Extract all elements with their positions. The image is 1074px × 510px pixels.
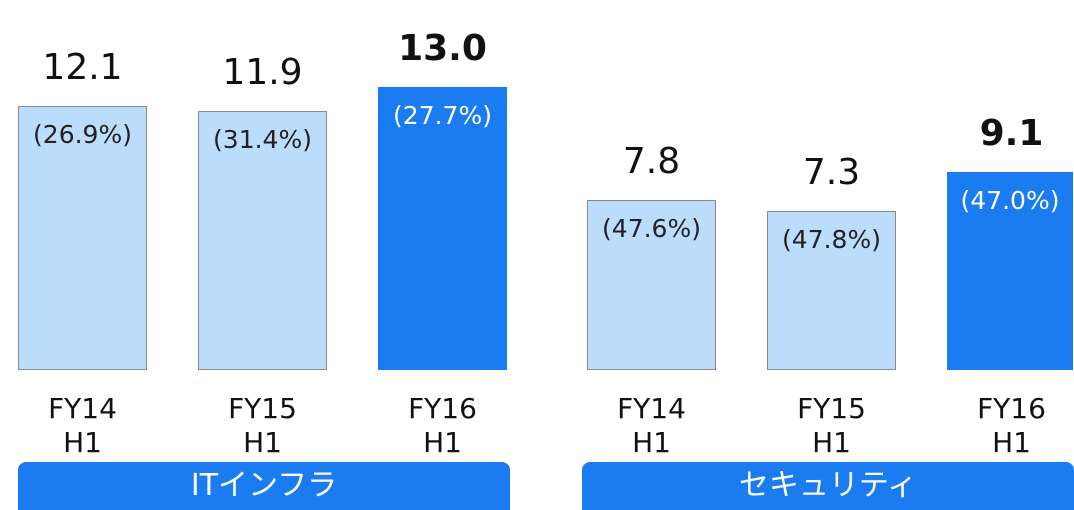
share-label: (26.9%) xyxy=(33,120,132,150)
value-label: 13.0 xyxy=(398,27,487,69)
bar xyxy=(378,86,507,370)
category-label: FY14 H1 xyxy=(617,392,686,459)
bar xyxy=(587,199,716,370)
bar xyxy=(767,210,896,370)
share-label: (31.4%) xyxy=(213,124,312,154)
bar xyxy=(198,110,327,370)
value-label: 7.8 xyxy=(622,140,681,182)
category-label: FY15 H1 xyxy=(797,392,866,459)
category-label: FY14 H1 xyxy=(48,392,117,459)
category-label: FY15 H1 xyxy=(228,392,297,459)
share-label: (47.8%) xyxy=(782,224,881,254)
bar xyxy=(947,171,1073,370)
value-label: 9.1 xyxy=(979,112,1044,154)
group-label: ITインフラ xyxy=(18,462,510,510)
value-label: 12.1 xyxy=(42,47,123,89)
category-label: FY16 H1 xyxy=(977,392,1046,459)
share-label: (27.7%) xyxy=(393,100,492,130)
group-label: セキュリティ xyxy=(582,462,1074,510)
bar xyxy=(18,106,147,370)
category-label: FY16 H1 xyxy=(408,392,477,459)
value-label: 7.3 xyxy=(802,151,861,193)
share-label: (47.0%) xyxy=(960,185,1060,215)
share-label: (47.6%) xyxy=(602,213,701,243)
value-label: 11.9 xyxy=(222,51,303,93)
